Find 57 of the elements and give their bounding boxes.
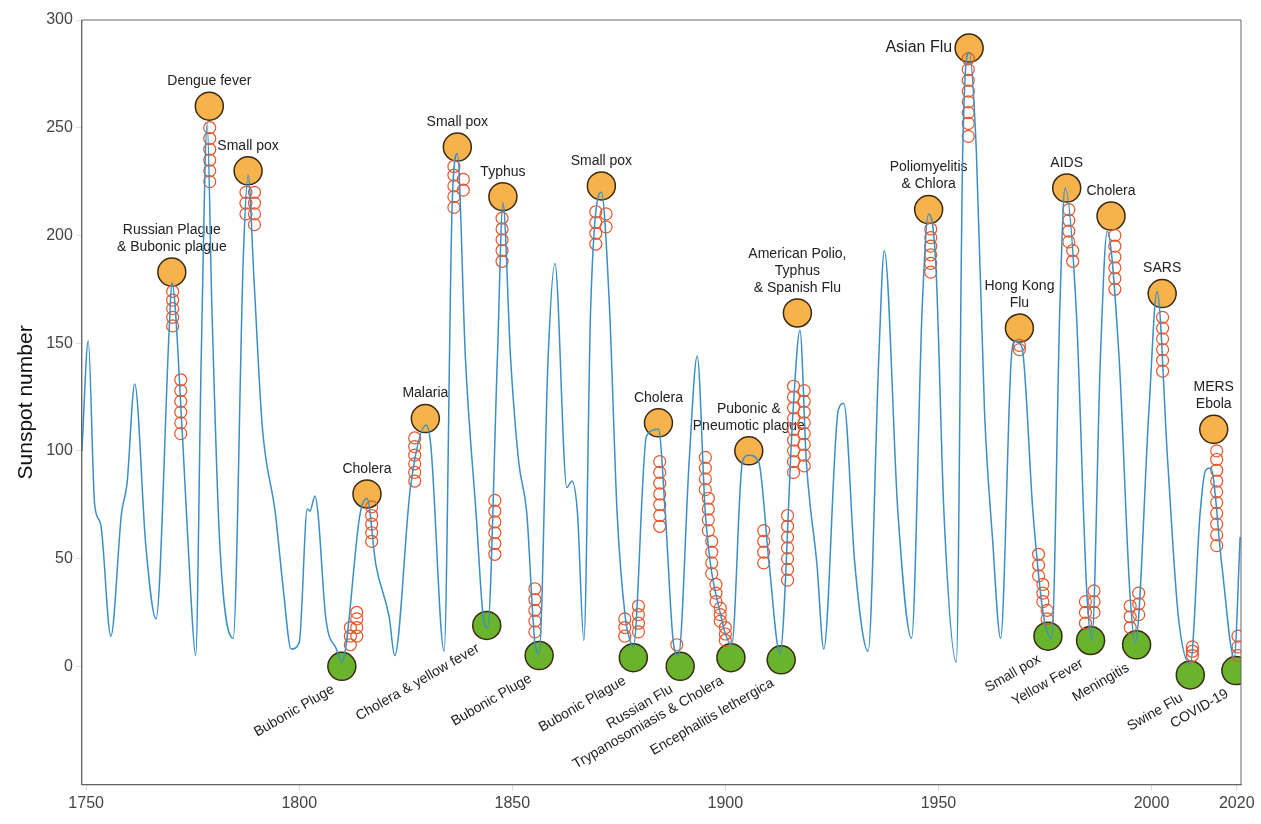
y-tick-label: 0 xyxy=(63,656,73,674)
point xyxy=(233,156,263,186)
annotation: Dengue fever xyxy=(167,72,252,89)
y-tick-label: 100 xyxy=(46,441,73,459)
x-tick-label: 1750 xyxy=(68,793,105,811)
point xyxy=(643,408,674,438)
point xyxy=(1096,201,1126,231)
point xyxy=(488,181,518,212)
point xyxy=(1051,173,1082,203)
point xyxy=(782,298,813,328)
y-tick-label: 150 xyxy=(46,333,73,351)
point xyxy=(410,403,441,434)
y-tick-label: 200 xyxy=(46,225,73,243)
annotation: MERS Ebola xyxy=(1193,378,1234,412)
y-tick-label: 300 xyxy=(46,10,73,28)
point xyxy=(1075,625,1106,656)
annotation: Cholera xyxy=(1086,181,1136,198)
annotation: Small pox xyxy=(570,151,633,168)
point xyxy=(1175,660,1206,690)
point xyxy=(352,479,382,509)
point xyxy=(194,91,225,121)
y-tick-label: 50 xyxy=(55,549,73,566)
annotation: AIDS xyxy=(1050,153,1084,170)
point xyxy=(327,651,357,682)
annotation: Cholera xyxy=(342,459,392,476)
point xyxy=(954,33,984,63)
point xyxy=(471,610,502,641)
point xyxy=(157,257,187,287)
y-axis-title: Sunspot number xyxy=(13,325,37,480)
point xyxy=(1004,313,1035,343)
annotation: Small pox xyxy=(426,112,489,129)
point xyxy=(1198,414,1229,445)
point xyxy=(766,645,796,675)
point xyxy=(442,132,473,162)
point xyxy=(524,640,554,671)
annotation: Typhus xyxy=(480,162,526,179)
point xyxy=(618,642,649,673)
point xyxy=(913,194,944,225)
x-tick-label: 1850 xyxy=(494,793,531,811)
point xyxy=(1121,630,1152,660)
x-tick-label: 1900 xyxy=(707,793,744,811)
point xyxy=(734,436,764,466)
annotation: SARS xyxy=(1143,259,1182,276)
x-tick-label: 2000 xyxy=(1133,793,1170,811)
y-tick-label: 250 xyxy=(46,118,73,136)
x-tick-label: 2020 xyxy=(1218,793,1255,811)
annotation: American Polio, Typhus & Spanish Flu xyxy=(748,244,847,295)
annotation: Hong Kong Flu xyxy=(984,276,1055,310)
x-tick-label: 1800 xyxy=(281,793,318,811)
annotation: Small pox xyxy=(217,136,279,153)
annotation: Cholera xyxy=(633,388,684,405)
annotation: Asian Flu xyxy=(885,38,953,56)
point xyxy=(1147,278,1177,309)
point xyxy=(586,171,617,201)
x-tick-label: 1950 xyxy=(920,793,957,811)
point xyxy=(1033,621,1063,651)
point xyxy=(716,642,746,673)
